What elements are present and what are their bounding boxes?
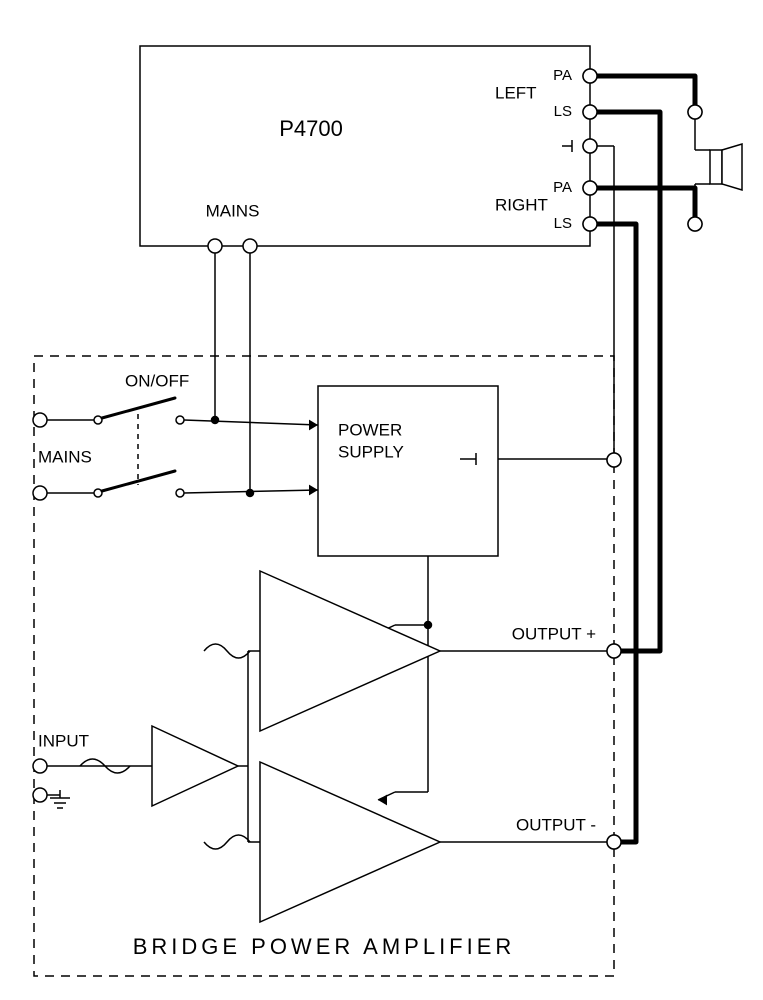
svg-text:POWER: POWER [338,420,402,439]
output-plus-label: OUTPUT + [512,624,596,643]
right-label: RIGHT [495,195,548,214]
input-label: INPUT [38,731,89,750]
svg-text:LS: LS [554,215,572,232]
mains-left-label: MAINS [38,447,92,466]
svg-text:PA: PA [553,67,572,84]
bridge-amp-title: BRIDGE POWER AMPLIFIER [133,934,516,959]
svg-text:PA: PA [553,179,572,196]
left-label: LEFT [495,83,537,102]
p4700-label: P4700 [279,116,343,141]
svg-text:LS: LS [554,103,572,120]
output-minus-label: OUTPUT - [516,815,596,834]
power-supply-box [318,386,498,556]
mains-top-label: MAINS [206,201,260,220]
svg-text:SUPPLY: SUPPLY [338,442,404,461]
onoff-label: ON/OFF [125,371,189,390]
